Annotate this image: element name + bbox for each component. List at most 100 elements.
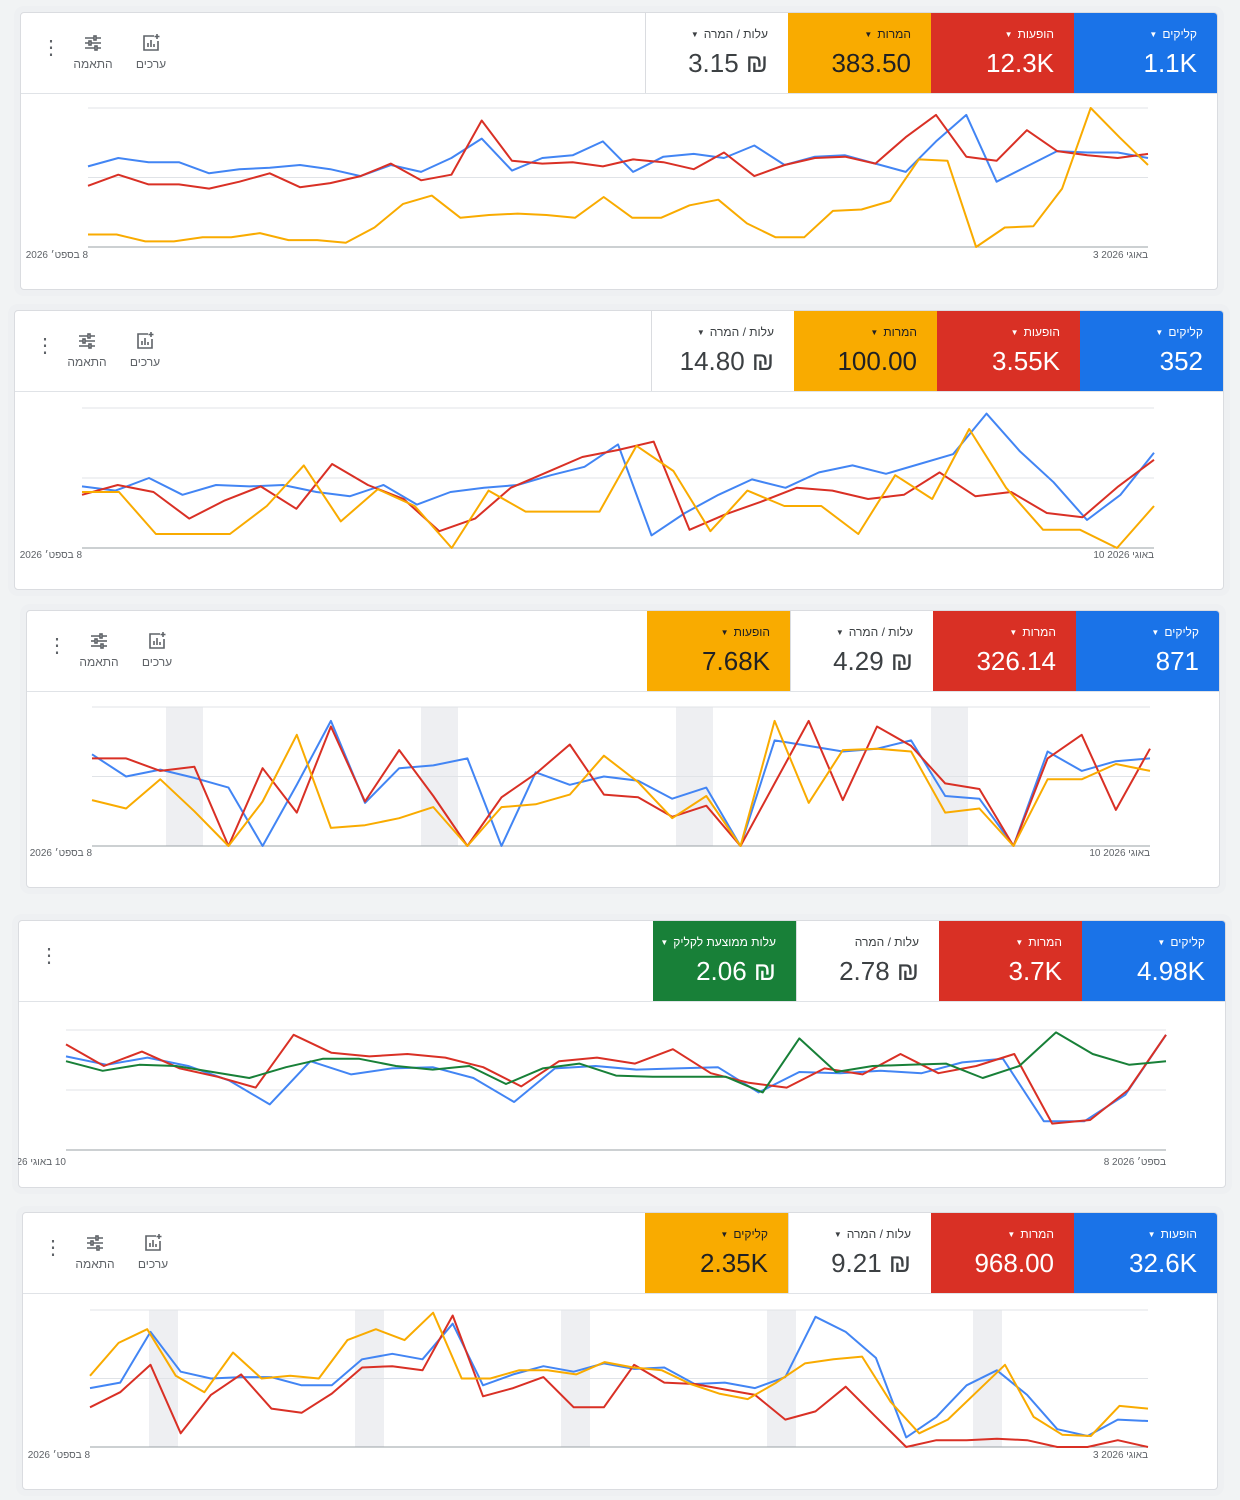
metric-cards: קליקים ▼ 4.98K המרות ▼ 3.7K עלות / המרה ₪ 2.78 ע… [653,921,1225,1001]
metric-card[interactable]: עלות / המרה ₪ 2.78 [796,921,939,1001]
values-button[interactable]: ערכים [135,631,179,669]
metric-cards: הופעות ▼ 32.6K המרות ▼ 968.00 עלות / המרה ▼ ₪ 9.… [645,1213,1217,1293]
metric-card[interactable]: הופעות ▼ 12.3K [931,13,1074,93]
header-divider [21,93,1217,94]
caret-down-icon: ▼ [720,1229,729,1239]
chart-panel-2: קליקים ▼ 352 הופעות ▼ 3.55K המרות ▼ 100.00 עלות /… [14,310,1224,590]
metric-card[interactable]: המרות ▼ 3.7K [939,921,1082,1001]
more-options-icon[interactable]: ⋮ [47,635,67,657]
metric-card[interactable]: עלות / המרה ▼ ₪ 14.80 [651,311,794,391]
metric-label-text: קליקים [1168,325,1203,339]
metric-label: הופעות ▼ [1148,1227,1197,1241]
metric-label: המרות ▼ [870,325,917,339]
metric-label: המרות ▼ [1007,1227,1054,1241]
metric-value: ₪ 3.15 [688,48,768,78]
chart-toolbar: ⋮ התאמה ערכים [35,331,167,369]
metric-value: 32.6K [1129,1248,1197,1278]
metric-value: 3.7K [1008,956,1063,986]
adjust-button[interactable]: התאמה [65,331,109,369]
metric-card[interactable]: הופעות ▼ 3.55K [937,311,1080,391]
series-line-3 [88,107,1149,248]
caret-down-icon: ▼ [1004,29,1013,39]
values-button[interactable]: ערכים [123,331,167,369]
metric-card[interactable]: עלות / המרה ▼ ₪ 3.15 [645,13,788,93]
metric-card[interactable]: הופעות ▼ 32.6K [1074,1213,1217,1293]
series-line-1 [91,719,1151,847]
values-button[interactable]: ערכים [131,1233,175,1271]
metric-label: עלות / המרה ▼ [697,325,774,339]
more-options-icon[interactable]: ⋮ [39,945,59,967]
more-options-icon[interactable]: ⋮ [41,37,61,59]
chart-panel-1: קליקים ▼ 1.1K הופעות ▼ 12.3K המרות ▼ 383.50 עלות … [20,12,1218,290]
series-line-1 [87,113,1149,183]
metric-label-text: המרות [1028,935,1062,949]
adjust-button[interactable]: התאמה [77,631,121,669]
metric-label: המרות ▼ [1015,935,1062,949]
metric-card[interactable]: קליקים ▼ 352 [1080,311,1223,391]
metric-label: קליקים ▼ [1155,325,1203,339]
metric-label: הופעות ▼ [1011,325,1060,339]
metric-label: קליקים ▼ [720,1227,768,1241]
tune-icon [79,333,95,349]
date-end-label: 8 בספט׳ 2026 [1104,1157,1166,1168]
values-button[interactable]: ערכים [129,33,173,71]
metric-card[interactable]: המרות ▼ 100.00 [794,311,937,391]
more-options-icon[interactable]: ⋮ [43,1237,63,1259]
series-line-2 [65,1033,1167,1125]
metric-label-text: עלות / המרה [854,935,919,949]
metric-card[interactable]: הופעות ▼ 7.68K [647,611,790,691]
metric-label-text: המרות [877,27,911,41]
caret-down-icon: ▼ [696,327,705,337]
metric-value: 4.98K [1137,956,1205,986]
metric-label-text: עלות ממוצעת לקליק [673,935,776,949]
metric-card[interactable]: עלות / המרה ▼ ₪ 4.29 [790,611,933,691]
chart-panel-4: קליקים ▼ 4.98K המרות ▼ 3.7K עלות / המרה ₪ 2.78 ע… [18,920,1226,1188]
metric-card[interactable]: המרות ▼ 968.00 [931,1213,1074,1293]
metric-value: ₪ 9.21 [831,1248,911,1278]
metric-label: עלות / המרה ▼ [834,1227,911,1241]
metric-label-text: המרות [1022,625,1056,639]
header-divider [19,1001,1225,1002]
series-line-2 [92,719,1151,847]
line-chart: 10 באוגי 2026 8 בספט׳ 2026 [18,1029,1167,1168]
caret-down-icon: ▼ [1157,937,1166,947]
add-chart-icon [137,332,154,349]
date-end-label: 10 באוגי 2026 [1093,550,1154,561]
metric-card[interactable]: המרות ▼ 326.14 [933,611,1076,691]
metric-label-text: הופעות [733,625,770,639]
metric-card[interactable]: עלות / המרה ▼ ₪ 9.21 [788,1213,931,1293]
metric-label: קליקים ▼ [1151,625,1199,639]
metric-label: עלות / המרה [855,935,919,949]
metric-card[interactable]: קליקים ▼ 4.98K [1082,921,1225,1001]
more-options-icon[interactable]: ⋮ [35,335,55,357]
metric-label-text: עלות / המרה [703,27,768,41]
series-line-2 [81,440,1155,533]
series-line-3 [82,428,1155,549]
metric-value: 7.68K [702,646,770,676]
tune-icon [85,35,101,51]
caret-down-icon: ▼ [720,627,729,637]
adjust-button[interactable]: התאמה [71,33,115,71]
metric-label-text: המרות [1020,1227,1054,1241]
metric-value: 3.55K [992,346,1060,376]
metric-value: 383.50 [831,48,911,78]
series-line-3 [91,719,1151,847]
metric-card[interactable]: קליקים ▼ 2.35K [645,1213,788,1293]
metric-card[interactable]: המרות ▼ 383.50 [788,13,931,93]
metric-value: 352 [1159,346,1203,376]
metric-label-text: קליקים [733,1227,768,1241]
line-chart: 8 בספט׳ 2026 10 באוגי 2026 [30,706,1151,859]
metric-label: עלות / המרה ▼ [691,27,768,41]
metric-value: ₪ 2.78 [839,956,919,986]
adjust-button[interactable]: התאמה [73,1233,117,1271]
chart-panel-5: הופעות ▼ 32.6K המרות ▼ 968.00 עלות / המרה ▼ ₪ 9.… [22,1212,1218,1490]
date-start-label: 10 באוגי 2026 [18,1157,66,1168]
metric-label-text: עלות / המרה [709,325,774,339]
metric-label-text: עלות / המרה [848,625,913,639]
metric-card[interactable]: קליקים ▼ 1.1K [1074,13,1217,93]
metric-card[interactable]: קליקים ▼ 871 [1076,611,1219,691]
metric-card[interactable]: עלות ממוצעת לקליק ▼ ₪ 2.06 [653,921,796,1001]
header-divider [23,1293,1217,1294]
caret-down-icon: ▼ [1010,327,1019,337]
metric-value: 1.1K [1143,48,1198,78]
